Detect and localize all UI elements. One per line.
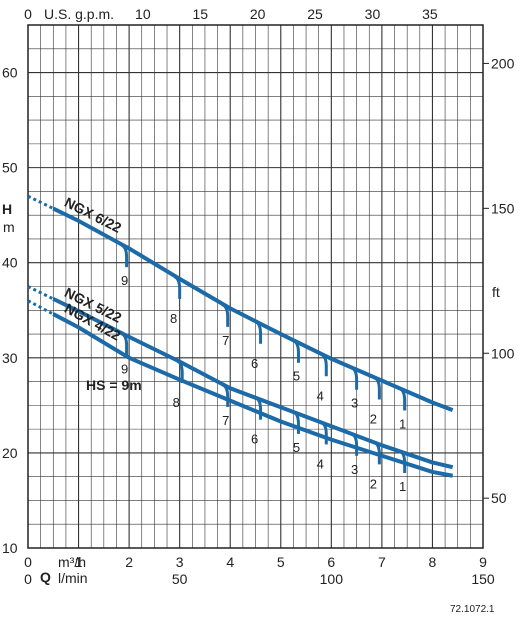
gpm-tick-label: 15: [192, 6, 208, 22]
hs-hook: [292, 410, 300, 434]
curve-dashed-0: [27, 194, 54, 210]
hs-label: 2: [370, 412, 377, 427]
hs-label: 6: [251, 356, 258, 371]
hs-hook: [120, 243, 129, 268]
curve-series-1: [52, 297, 454, 470]
gpm-tick-label: 30: [365, 6, 381, 22]
x-tick-label: 7: [378, 554, 386, 570]
hs-label: 4: [317, 388, 324, 403]
x-tick-label: 9: [479, 554, 487, 570]
hs-label: 5: [293, 369, 300, 384]
head-axis-unit: m: [3, 219, 15, 235]
x-tick-label: 2: [125, 554, 133, 570]
curve-series-2: [52, 312, 454, 478]
hs-hook: [254, 396, 263, 420]
gpm-tick-label: 35: [422, 6, 438, 22]
curve-dashed-2: [27, 299, 54, 316]
ft-tick-label: 200: [491, 55, 515, 71]
axis-labels: U.S. g.p.m. H m ft Q m³/h l/min HS = 9m …: [2, 6, 515, 615]
y-tick-label: 40: [2, 255, 18, 271]
hs-label: 5: [293, 440, 300, 455]
hs-label: 2: [370, 476, 377, 491]
ft-tick-label: 50: [491, 490, 507, 506]
curve-dashed-1: [27, 285, 54, 301]
hs-label: 1: [399, 479, 406, 494]
x-tick-label: 8: [429, 554, 437, 570]
ft-tick-label: 100: [491, 345, 515, 361]
x-tick-label: 4: [226, 554, 234, 570]
hs-hook: [320, 420, 328, 445]
hs-label: 3: [351, 396, 358, 411]
gpm-axis-label: U.S. g.p.m.: [44, 6, 114, 22]
x-tick-label: 6: [327, 554, 335, 570]
hs-hook: [176, 359, 184, 383]
m3h-axis-unit: m³/h: [58, 554, 86, 570]
y-tick-label: 50: [2, 160, 18, 176]
lmin-tick-label: 0: [24, 571, 32, 587]
lmin-tick-label: 50: [172, 571, 188, 587]
ft-axis-unit: ft: [492, 284, 500, 300]
gpm-tick-label: 10: [135, 6, 151, 22]
lmin-tick-label: 100: [320, 571, 344, 587]
hs-label: 7: [222, 413, 229, 428]
hs-label: 6: [251, 432, 258, 447]
hs-hook: [320, 352, 328, 377]
hs-hook: [120, 332, 129, 356]
head-axis-label: H: [2, 201, 12, 217]
y-tick-label: 10: [2, 540, 18, 556]
hs-label: 1: [399, 416, 406, 431]
y-tick-label: 20: [2, 445, 18, 461]
hs-label: 9: [121, 362, 128, 377]
hs-hook: [221, 383, 230, 407]
gpm-tick-label: 20: [250, 6, 266, 22]
ft-tick-label: 150: [491, 200, 515, 216]
hs-hook: [373, 440, 381, 465]
y-tick-label: 30: [2, 350, 18, 366]
hs-label: 3: [351, 462, 358, 477]
x-tick-label: 1: [75, 554, 83, 570]
curve-series-0: [52, 206, 454, 412]
x-tick-label: 3: [176, 554, 184, 570]
grid-lines: [28, 25, 483, 548]
hs-hook: [173, 275, 182, 299]
hs-label: 7: [222, 333, 229, 348]
y-tick-label: 60: [2, 65, 18, 81]
hs-hook: [398, 449, 407, 474]
hs-hook: [350, 432, 359, 456]
gpm-tick-label: 25: [307, 6, 323, 22]
hs-hook: [221, 303, 230, 327]
flow-axis-label: Q: [40, 569, 51, 585]
hs-label: 9: [121, 273, 128, 288]
lmin-tick-label: 150: [471, 571, 495, 587]
hs-label: 8: [170, 311, 177, 326]
hs-hook: [254, 320, 263, 344]
hs-hook: [350, 366, 359, 390]
hs-label: 8: [173, 395, 180, 410]
hs-hook: [373, 376, 381, 400]
chart-code: 72.1072.1: [450, 604, 495, 615]
x-tick-label: 5: [277, 554, 285, 570]
lmin-axis-unit: l/min: [58, 570, 88, 586]
gpm-tick-label: 0: [24, 6, 32, 22]
hs-hook: [292, 339, 300, 363]
hs-label: 4: [317, 456, 324, 471]
hs-hook: [398, 387, 407, 411]
x-tick-label: 0: [24, 554, 32, 570]
hs-note-label: HS = 9m: [86, 377, 142, 393]
